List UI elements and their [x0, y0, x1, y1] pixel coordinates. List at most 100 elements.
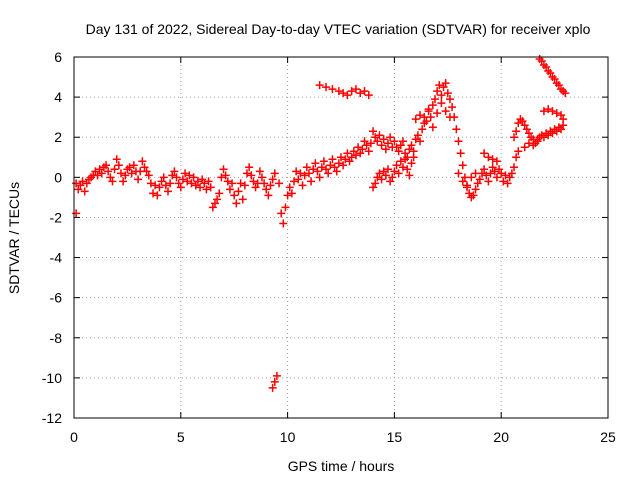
data-point: [407, 141, 416, 150]
data-point: [458, 161, 467, 170]
data-point: [287, 189, 296, 198]
data-point: [213, 195, 222, 204]
data-point: [82, 179, 91, 188]
data-point: [228, 179, 237, 188]
data-point: [292, 167, 301, 176]
data-point: [230, 191, 239, 200]
data-point: [142, 167, 151, 176]
data-point: [503, 179, 512, 188]
data-point: [456, 149, 465, 158]
data-point: [554, 81, 563, 90]
data-point: [334, 87, 343, 96]
data-point: [245, 163, 254, 172]
chart-title: Day 131 of 2022, Sidereal Day-to-day VTE…: [86, 21, 591, 37]
data-point: [166, 179, 175, 188]
data-point: [270, 377, 279, 386]
x-tick-label: 20: [493, 429, 509, 445]
data-point: [225, 185, 234, 194]
data-point: [426, 113, 435, 122]
data-point: [119, 177, 128, 186]
data-point: [458, 177, 467, 186]
data-point: [396, 141, 405, 150]
data-point: [187, 179, 196, 188]
data-point: [307, 177, 316, 186]
data-point: [178, 175, 187, 184]
data-point: [138, 157, 147, 166]
data-point: [200, 179, 209, 188]
data-point: [97, 169, 106, 178]
data-point: [561, 89, 570, 98]
data-point: [324, 169, 333, 178]
data-point: [332, 167, 341, 176]
data-point: [217, 173, 226, 182]
data-point: [362, 141, 371, 150]
data-point: [268, 383, 277, 392]
data-point: [383, 165, 392, 174]
data-point: [514, 119, 523, 128]
data-point: [495, 165, 504, 174]
data-point: [420, 119, 429, 128]
data-point: [454, 137, 463, 146]
data-point: [302, 163, 311, 172]
data-point: [497, 169, 506, 178]
data-point: [185, 171, 194, 180]
data-point: [448, 103, 457, 112]
data-point: [262, 185, 271, 194]
data-point: [364, 91, 373, 100]
data-point: [375, 169, 384, 178]
data-points: [72, 55, 570, 392]
data-point: [153, 191, 162, 200]
data-point: [161, 181, 170, 190]
data-point: [354, 143, 363, 152]
data-point: [309, 165, 318, 174]
data-point: [174, 179, 183, 188]
data-point: [428, 101, 437, 110]
data-point: [240, 181, 249, 190]
data-point: [168, 171, 177, 180]
data-point: [524, 139, 533, 148]
data-point: [204, 177, 213, 186]
x-tick-label: 25: [600, 429, 616, 445]
data-point: [337, 153, 345, 162]
data-point: [144, 171, 153, 180]
data-point: [552, 127, 561, 136]
data-point: [339, 89, 348, 98]
data-point: [529, 141, 538, 150]
data-point: [328, 85, 337, 94]
data-point: [405, 145, 414, 154]
data-point: [533, 135, 542, 144]
data-point: [106, 173, 115, 182]
data-point: [469, 191, 478, 200]
data-point: [424, 105, 433, 114]
y-tick-label: -2: [50, 209, 63, 225]
x-tick-label: 0: [70, 429, 78, 445]
data-point: [463, 181, 472, 190]
data-point: [315, 81, 324, 90]
y-tick-label: -12: [42, 410, 62, 426]
data-point: [298, 181, 307, 190]
data-point: [93, 171, 102, 180]
data-point: [512, 127, 521, 136]
x-axis-label: GPS time / hours: [288, 458, 395, 474]
data-point: [215, 189, 224, 198]
data-point: [557, 111, 566, 120]
data-point: [510, 163, 519, 172]
data-point: [183, 177, 192, 186]
data-point: [189, 173, 198, 182]
data-point: [196, 183, 205, 192]
data-point: [322, 165, 331, 174]
data-point: [477, 169, 486, 178]
data-point: [471, 185, 480, 194]
data-point: [550, 75, 559, 84]
data-point: [129, 161, 138, 170]
data-point: [236, 179, 245, 188]
data-point: [300, 171, 309, 180]
y-tick-label: 6: [54, 49, 62, 65]
data-point: [373, 173, 382, 182]
data-point: [326, 161, 335, 170]
data-point: [257, 173, 266, 182]
data-point: [347, 153, 356, 162]
data-point: [430, 95, 439, 104]
data-point: [155, 183, 164, 192]
